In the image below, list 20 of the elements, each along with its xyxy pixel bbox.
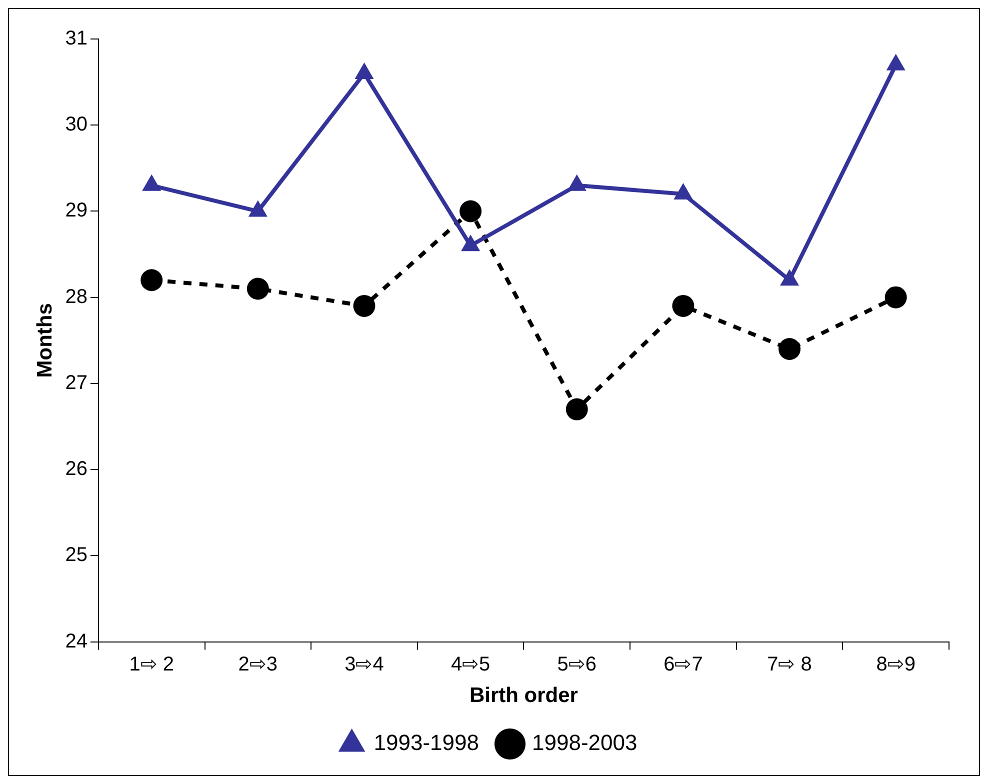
y-tick-label: 24 [65,630,88,652]
x-axis-title: Birth order [469,684,578,708]
y-tick-label: 30 [65,114,88,136]
legend-label: 1998-2003 [532,730,638,756]
x-tick-label: 3⇨4 [344,653,384,676]
y-tick-label: 27 [65,372,88,394]
x-tick-label: 2⇨3 [238,653,278,676]
y-axis-title: Months [33,303,56,378]
x-tick-label: 8⇨9 [876,653,916,676]
x-tick-label: 1⇨ 2 [129,653,174,676]
legend-label: 1993-1998 [374,730,480,756]
x-tick-label: 6⇨7 [664,653,703,676]
y-tick-label: 25 [65,544,88,566]
x-tick-label: 5⇨6 [557,653,597,676]
y-tick-label: 29 [65,200,88,222]
y-tick-label: 28 [65,286,88,308]
x-tick-label: 4⇨5 [450,653,490,676]
x-tick-label: 7⇨ 8 [767,653,812,676]
y-tick-label: 26 [65,458,88,480]
y-tick-label: 31 [65,28,88,50]
